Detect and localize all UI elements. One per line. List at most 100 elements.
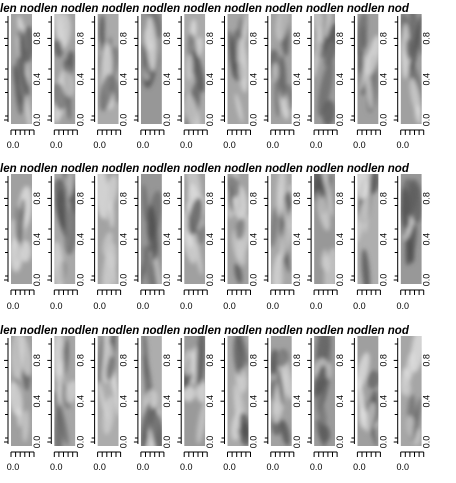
panel: 0.0 0.4 0.8 0.0	[47, 174, 85, 311]
heatmap-blob	[11, 238, 23, 273]
x-tick-label: 0.0	[7, 301, 20, 311]
panel-row-1: len nodlen nodlen nodlen nodlen nodlen n…	[0, 3, 432, 150]
y-tick-label: 0.8	[119, 32, 129, 45]
y-tick-label: 0.4	[205, 395, 215, 408]
heatmap-image	[270, 174, 292, 284]
heatmap-blob	[321, 249, 328, 269]
y-tick-label: 0.0	[422, 436, 432, 449]
y-tick-label: 0.8	[378, 354, 388, 367]
heatmap-blob	[357, 14, 368, 56]
heatmap-image	[140, 174, 162, 284]
y-tick-label: 0.0	[249, 114, 259, 127]
y-tick-label: 0.4	[119, 395, 129, 408]
heatmap-blob	[184, 385, 196, 402]
row-title: len nodlen nodlen nodlen nodlen nodlen n…	[0, 3, 410, 15]
panel: 0.0 0.4 0.8 0.0	[90, 14, 129, 150]
y-tick-label: 0.0	[119, 274, 129, 287]
y-tick-label: 0.8	[75, 192, 85, 205]
x-tick-label: 0.0	[223, 462, 236, 472]
heatmap-blob	[184, 92, 201, 124]
y-tick-label: 0.8	[75, 354, 85, 367]
heatmap-blob	[278, 55, 287, 100]
heatmap-blob	[316, 419, 327, 446]
y-tick-label: 0.0	[75, 114, 85, 127]
heatmap-blob	[234, 263, 243, 284]
panel: 0.0 0.4 0.8 0.0	[177, 174, 215, 311]
x-tick-label: 0.0	[7, 462, 20, 472]
x-tick-label: 0.0	[396, 301, 409, 311]
heatmap-blob	[185, 54, 194, 81]
y-tick-label: 0.0	[162, 274, 172, 287]
heatmap-blob	[196, 381, 206, 403]
y-tick-label: 0.8	[335, 192, 345, 205]
y-tick-label: 0.4	[422, 73, 432, 86]
heatmap-blob	[316, 176, 324, 199]
heatmap-blob	[324, 40, 334, 68]
x-tick-label: 0.0	[180, 462, 193, 472]
heatmap-blob	[97, 381, 109, 421]
x-tick-label: 0.0	[353, 140, 366, 150]
y-tick-label: 0.4	[249, 73, 259, 86]
y-tick-label: 0.4	[32, 73, 42, 86]
heatmap-blob	[144, 244, 151, 262]
y-tick-label: 0.0	[119, 114, 129, 127]
panel: 0.0 0.4 0.8 0.0	[350, 336, 388, 472]
y-tick-label: 0.0	[205, 274, 215, 287]
heatmap-blob	[239, 412, 249, 439]
heatmap-blob	[24, 95, 32, 124]
heatmap-blob	[231, 229, 246, 266]
heatmap-blob	[99, 73, 114, 112]
panel-row-2: len nodlen nodlen nodlen nodlen nodlen n…	[0, 163, 432, 311]
x-tick-label: 0.0	[267, 140, 280, 150]
heatmap-blob	[366, 35, 379, 76]
x-tick-label: 0.0	[137, 140, 150, 150]
heatmap-blob	[235, 218, 246, 240]
y-tick-label: 0.8	[162, 192, 172, 205]
heatmap-blob	[401, 23, 410, 80]
heatmap-image	[97, 336, 119, 446]
heatmap-blob	[279, 205, 292, 261]
heatmap-blob	[97, 336, 105, 387]
panel: 0.0 0.4 0.8 0.0	[133, 174, 172, 311]
panel: 0.0 0.4 0.8 0.0	[307, 336, 345, 472]
y-tick-label: 0.0	[422, 114, 432, 127]
panel: 0.0 0.4 0.8 0.0	[133, 14, 172, 150]
heatmap-blob	[272, 253, 284, 284]
heatmap-image	[54, 14, 76, 124]
y-tick-label: 0.0	[205, 114, 215, 127]
panel: 0.0 0.4 0.8 0.0	[393, 336, 432, 472]
heatmap-image	[140, 336, 162, 446]
y-tick-label: 0.8	[335, 354, 345, 367]
y-tick-label: 0.4	[292, 73, 302, 86]
y-tick-label: 0.4	[378, 233, 388, 246]
heatmap-blob	[314, 365, 327, 399]
y-tick-label: 0.8	[292, 354, 302, 367]
y-tick-label: 0.4	[162, 395, 172, 408]
heatmap-blob	[275, 348, 289, 368]
y-tick-label: 0.4	[378, 395, 388, 408]
y-tick-label: 0.0	[162, 436, 172, 449]
x-tick-label: 0.0	[396, 462, 409, 472]
y-tick-label: 0.0	[249, 436, 259, 449]
x-tick-label: 0.0	[93, 140, 106, 150]
heatmap-blob	[105, 355, 116, 381]
heatmap-blob	[140, 403, 151, 446]
heatmap-blob	[275, 14, 289, 41]
heatmap-blob	[326, 362, 332, 380]
heatmap-blob	[191, 346, 197, 376]
y-tick-label: 0.4	[205, 73, 215, 86]
y-tick-label: 0.4	[249, 395, 259, 408]
heatmap-blob	[18, 336, 32, 377]
y-tick-label: 0.8	[292, 192, 302, 205]
row-title: len nodlen nodlen nodlen nodlen nodlen n…	[0, 325, 410, 337]
panel: 0.0 0.4 0.8 0.0	[90, 174, 129, 311]
heatmap-image	[314, 336, 336, 446]
y-tick-label: 0.4	[32, 233, 42, 246]
x-tick-label: 0.0	[353, 301, 366, 311]
y-tick-label: 0.0	[249, 274, 259, 287]
y-tick-label: 0.8	[249, 354, 259, 367]
heatmap-blob	[406, 38, 412, 61]
y-tick-label: 0.8	[205, 354, 215, 367]
x-tick-label: 0.0	[267, 462, 280, 472]
y-tick-label: 0.8	[162, 354, 172, 367]
